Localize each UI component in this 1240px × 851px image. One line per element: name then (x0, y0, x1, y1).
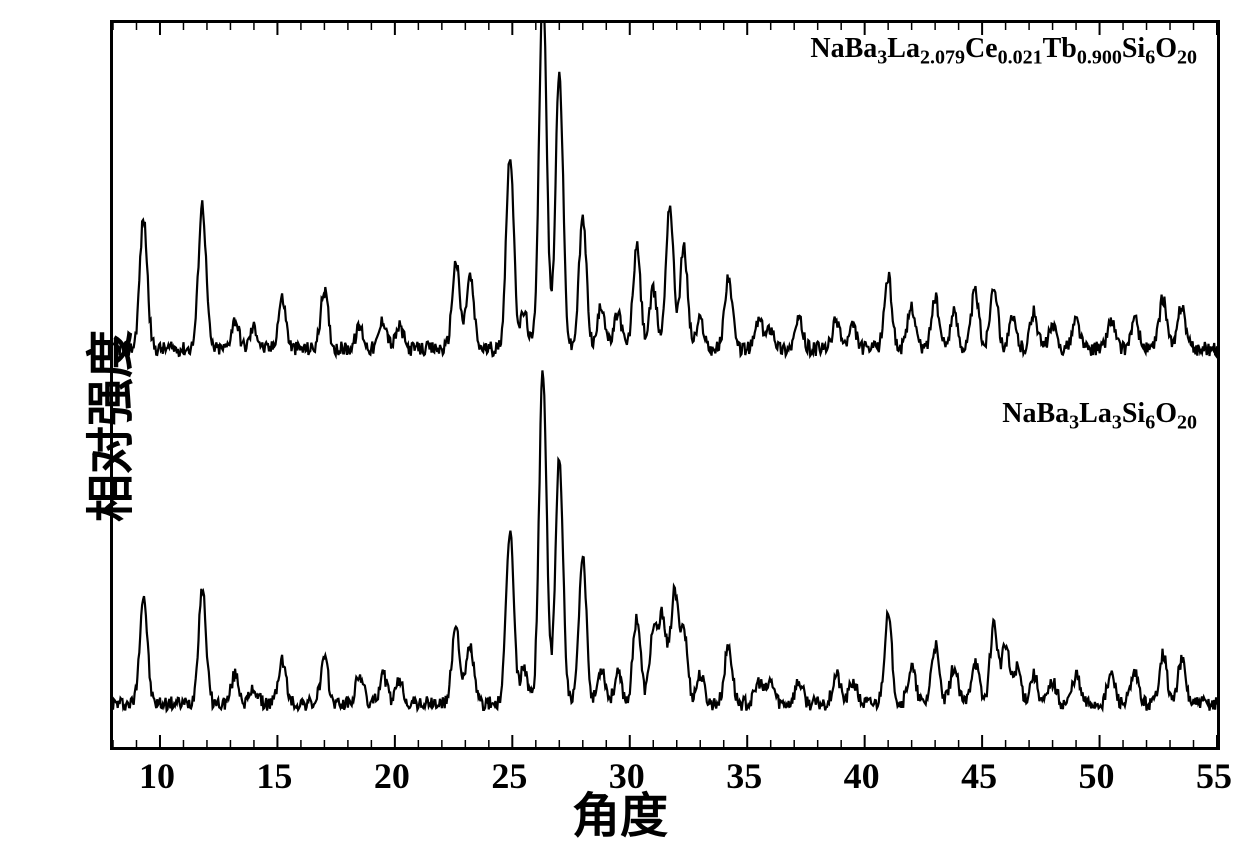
x-tick-label: 55 (1196, 755, 1232, 797)
x-tick-label: 10 (139, 755, 175, 797)
plot-area: NaBa3La2.079Ce0.021Tb0.900Si6O20 NaBa3La… (110, 20, 1220, 750)
x-tick-label: 35 (726, 755, 762, 797)
x-tick-labels: 10152025303540455055 (110, 755, 1220, 795)
spectrum-svg (113, 23, 1217, 747)
x-tick-label: 30 (609, 755, 645, 797)
x-tick-label: 15 (256, 755, 292, 797)
x-tick-label: 50 (1079, 755, 1115, 797)
series-label-bottom: NaBa3La3Si6O20 (1002, 398, 1197, 435)
x-tick-label: 45 (961, 755, 997, 797)
xrd-chart: 相对强度 角度 NaBa3La2.079Ce0.021Tb0.900Si6O20… (0, 0, 1240, 851)
x-tick-label: 20 (374, 755, 410, 797)
x-tick-label: 40 (844, 755, 880, 797)
x-tick-label: 25 (491, 755, 527, 797)
series-label-top: NaBa3La2.079Ce0.021Tb0.900Si6O20 (810, 33, 1197, 70)
